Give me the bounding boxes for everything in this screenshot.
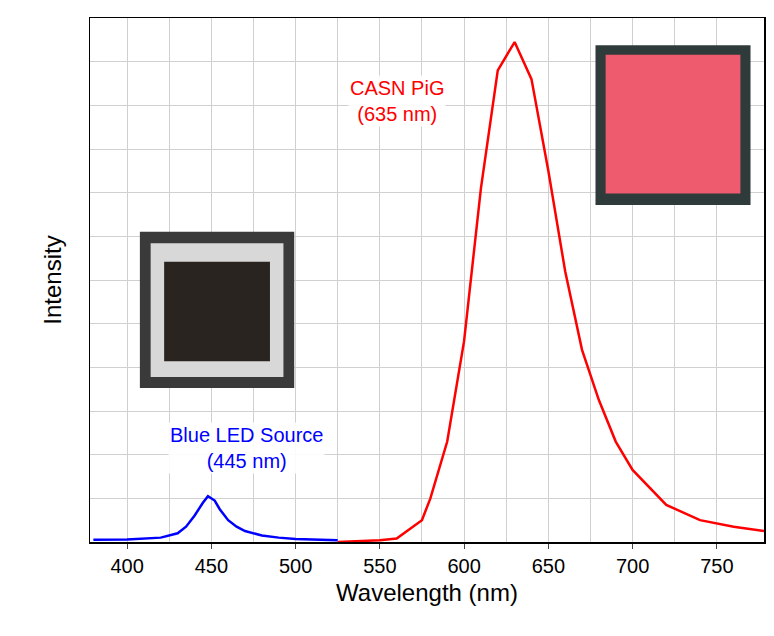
svg-text:550: 550 xyxy=(363,555,396,577)
svg-text:Intensity: Intensity xyxy=(39,235,66,324)
svg-text:600: 600 xyxy=(447,555,480,577)
svg-text:500: 500 xyxy=(279,555,312,577)
svg-text:750: 750 xyxy=(700,555,733,577)
svg-text:650: 650 xyxy=(532,555,565,577)
svg-text:400: 400 xyxy=(110,555,143,577)
svg-text:450: 450 xyxy=(195,555,228,577)
svg-text:Wavelength (nm): Wavelength (nm) xyxy=(336,579,518,606)
svg-text:CASN PiG(635 nm): CASN PiG(635 nm) xyxy=(350,77,444,125)
svg-text:700: 700 xyxy=(616,555,649,577)
svg-text:Blue LED Source(445 nm): Blue LED Source(445 nm) xyxy=(170,424,323,472)
